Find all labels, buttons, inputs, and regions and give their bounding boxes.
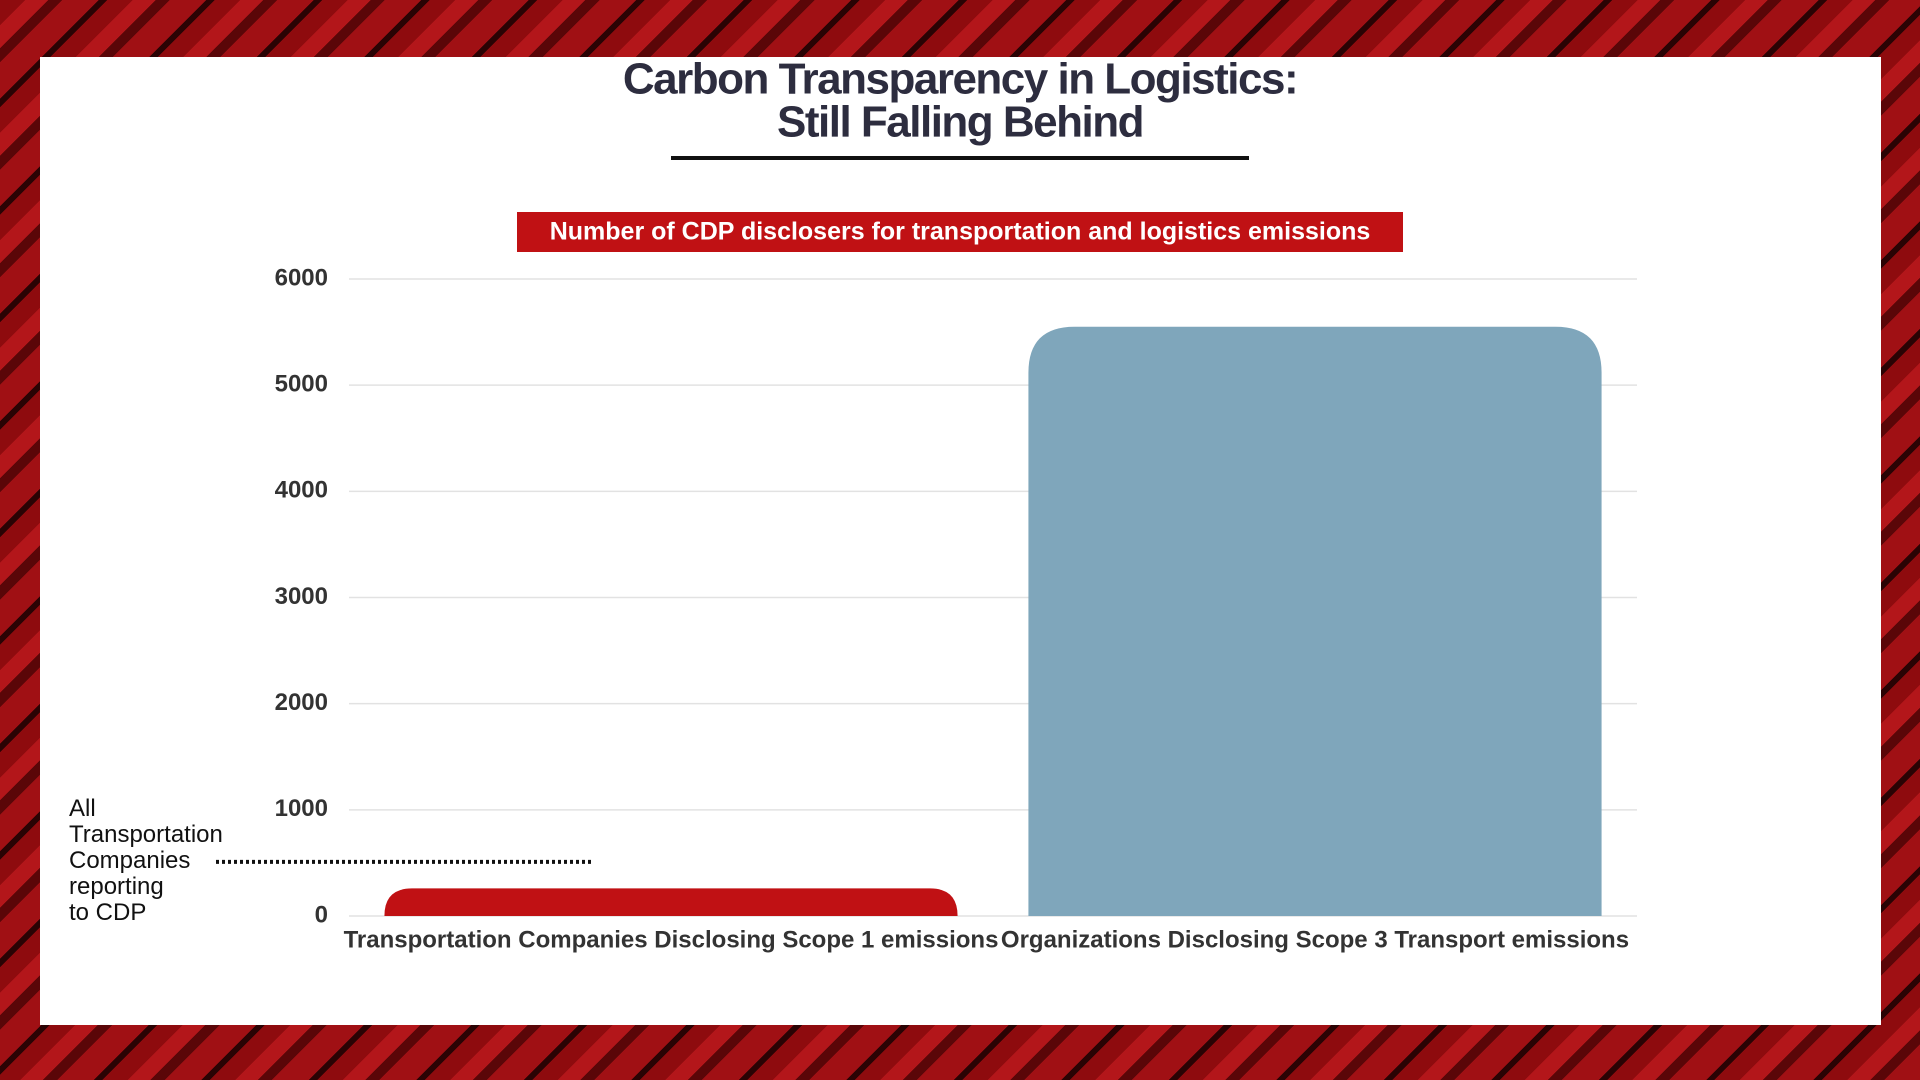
annotation-text: Transportation	[69, 821, 223, 848]
bar	[1028, 326, 1602, 916]
panel	[40, 57, 1881, 1025]
y-tick-label: 4000	[275, 477, 328, 504]
title-line: Still Falling Behind	[777, 98, 1143, 147]
y-tick-label: 5000	[275, 371, 328, 398]
title-line: Carbon Transparency in Logistics:	[623, 55, 1297, 104]
annotation-text: reporting	[69, 873, 164, 900]
x-tick-label: Organizations Disclosing Scope 3 Transpo…	[1001, 926, 1629, 953]
y-tick-label: 3000	[275, 583, 328, 610]
subtitle: Number of CDP disclosers for transportat…	[550, 218, 1371, 246]
y-tick-label: 0	[315, 901, 328, 928]
annotation-text: All	[69, 795, 96, 822]
subtitle-box	[517, 212, 1403, 252]
bar	[384, 888, 958, 916]
y-tick-label: 2000	[275, 689, 328, 716]
x-tick-label: Transportation Companies Disclosing Scop…	[344, 926, 999, 953]
annotation-text: to CDP	[69, 899, 146, 926]
y-tick-label: 1000	[275, 795, 328, 822]
y-tick-label: 6000	[275, 264, 328, 291]
annotation-text: Companies	[69, 847, 190, 874]
